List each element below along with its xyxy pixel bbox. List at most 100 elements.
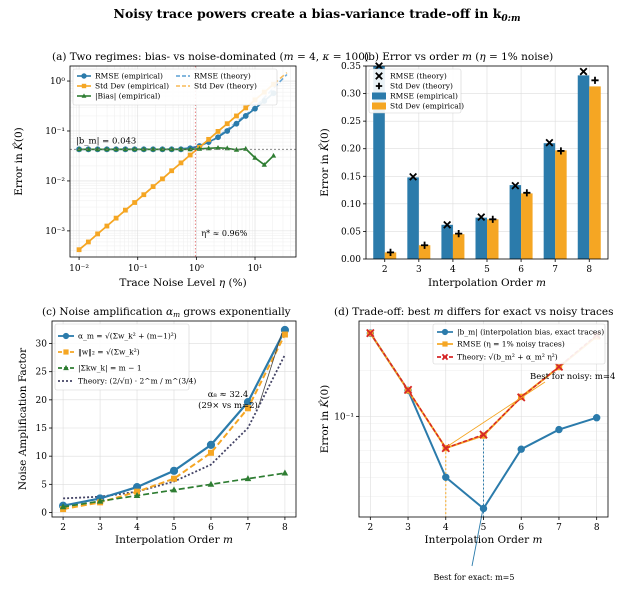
c-title-part: m bbox=[173, 310, 180, 319]
a-data-point bbox=[122, 207, 128, 213]
c-data-point bbox=[171, 475, 177, 482]
a-data-point bbox=[224, 121, 230, 127]
a-title-part: (a) Two regimes: bias- vs noise-dominate… bbox=[52, 51, 284, 63]
c-xlabel: Interpolation Order m bbox=[115, 534, 233, 546]
a-title-part: κ bbox=[321, 51, 329, 63]
b-legend-swatch bbox=[372, 102, 386, 110]
c-tick-label-y: 20 bbox=[36, 396, 48, 406]
b-bar-rmse bbox=[373, 66, 385, 259]
c-data-point bbox=[170, 486, 178, 493]
a-xlabel-part: Trace Noise Level bbox=[119, 277, 219, 289]
d-tick-label-x: 3 bbox=[405, 523, 411, 533]
c-data-point bbox=[134, 488, 141, 495]
a-data-point bbox=[215, 144, 221, 150]
b-bar-std bbox=[589, 86, 601, 259]
b-tick-label-y: 0.30 bbox=[341, 90, 361, 100]
b-tick-label-y: 0.25 bbox=[341, 117, 361, 127]
b-theory-rmse-marker bbox=[443, 220, 452, 229]
c-ylabel: Noise Amplification Factor bbox=[17, 347, 29, 490]
d-tick-label-x: 6 bbox=[518, 523, 524, 533]
panel-c: 0 5 10 15 20 25 30 2 3 4 5 6 7 8 α₈ ≈ 32.4(29× vs m=2)… bbox=[17, 306, 297, 546]
d-tick-label-x: 7 bbox=[556, 523, 562, 533]
c-tick-label-x: 3 bbox=[97, 523, 103, 533]
a-data-point bbox=[187, 146, 193, 152]
c-data-point bbox=[281, 469, 289, 476]
a-data-point bbox=[132, 200, 138, 205]
d-ylabel: Error in K̂(0) bbox=[318, 385, 331, 454]
d-theory-point bbox=[554, 362, 564, 371]
a-data-point bbox=[95, 231, 101, 237]
c-title-part: α bbox=[166, 306, 173, 318]
panel-b: 0.00 0.05 0.10 0.15 0.20 0.25 0.30 0.35 2 3 4 5 6 7 8 R… bbox=[318, 51, 609, 289]
a-tick-label-x: 10⁻¹ bbox=[128, 264, 148, 274]
a-data-point bbox=[215, 129, 221, 134]
d-tick-label-x: 4 bbox=[443, 523, 449, 533]
figure-suptitle: Noisy trace powers create a bias-varianc… bbox=[114, 6, 521, 24]
d-legend-label: RMSE (η = 1% noisy traces) bbox=[457, 340, 565, 349]
b-theory-std-marker bbox=[489, 215, 497, 223]
d-noisy-annotation: Best for noisy: m=4 bbox=[530, 372, 615, 382]
c-tick-label-y: 25 bbox=[36, 368, 48, 378]
b-tick-label-y: 0.05 bbox=[341, 227, 361, 237]
c-legend: α_m = √(Σw_k² + (m−1)²) ‖w‖₂ = √(Σw_k²) |Σ… bbox=[54, 323, 196, 391]
c-annotation-line2: (29× vs m=2) bbox=[198, 400, 258, 411]
a-tick-label-y: 10⁻² bbox=[45, 177, 65, 187]
d-legend-label: Theory: √(b_m² + α_m² η²) bbox=[457, 353, 558, 362]
b-legend-label: Std Dev (theory) bbox=[390, 82, 453, 91]
d-noisy-arrow bbox=[447, 381, 546, 447]
a-tick-label-y: 10⁻³ bbox=[45, 227, 65, 237]
b-theory-rmse-marker bbox=[477, 213, 486, 222]
b-tick-label-x: 3 bbox=[416, 265, 422, 275]
a-tick-label-x: 10¹ bbox=[247, 264, 262, 274]
a-data-point bbox=[215, 134, 221, 141]
d-legend: |b_m| (interpolation bias, exact traces)… bbox=[432, 323, 606, 365]
b-theory-std-marker bbox=[557, 147, 565, 155]
a-data-point bbox=[76, 146, 82, 152]
b-bar-rmse bbox=[475, 217, 487, 259]
b-bar-std bbox=[418, 245, 431, 259]
c-data-point bbox=[133, 491, 141, 498]
c-title-part: (c) Noise amplification bbox=[42, 306, 166, 318]
a-data-point bbox=[234, 113, 239, 119]
a-data-point bbox=[76, 247, 82, 253]
a-data-point bbox=[141, 146, 147, 152]
c-legend-marker bbox=[63, 364, 69, 371]
c-tick-label-x: 6 bbox=[208, 523, 214, 533]
d-bias-point bbox=[479, 504, 488, 513]
c-data-point bbox=[207, 449, 214, 456]
b-title-part: ( bbox=[472, 51, 479, 63]
a-plot-frame bbox=[69, 65, 297, 258]
c-data-point bbox=[281, 331, 288, 338]
a-ylabel-part: K̂ bbox=[12, 141, 25, 151]
c-data-point bbox=[244, 475, 252, 482]
b-xlabel-part: Interpolation Order bbox=[428, 277, 536, 289]
a-data-point bbox=[132, 146, 138, 152]
a-data-point bbox=[150, 184, 156, 190]
b-tick-label-y: 0.10 bbox=[341, 200, 361, 210]
a-legend-marker bbox=[81, 83, 87, 89]
a-data-point bbox=[178, 146, 184, 152]
a-legend-marker bbox=[81, 93, 87, 98]
a-data-point bbox=[224, 128, 231, 134]
c-legend-label: Theory: (2/√π) · 2^m / m^(3/4) bbox=[78, 377, 196, 386]
b-tick-label-y: 0.20 bbox=[341, 145, 361, 155]
b-ylabel-part: K̂ bbox=[318, 142, 331, 152]
b-tick-label-y: 0.35 bbox=[341, 62, 361, 72]
b-tick-label-x: 8 bbox=[586, 265, 592, 275]
a-title: (a) Two regimes: bias- vs noise-dominate… bbox=[52, 51, 369, 63]
a-tick-label-y: 10⁻¹ bbox=[45, 127, 65, 137]
d-bias-point bbox=[517, 445, 525, 453]
a-data-point bbox=[252, 105, 258, 112]
a-data-point bbox=[178, 160, 184, 166]
c-plot-frame bbox=[51, 320, 297, 518]
a-legend: RMSE (empirical)Std Dev (empirical)|Bias… bbox=[72, 68, 278, 106]
a-ylabel-part: Error in bbox=[13, 150, 25, 196]
d-title-part: (d) Trade-off: best bbox=[334, 306, 434, 318]
b-bar-std bbox=[452, 234, 465, 259]
a-tick-label-x: 10⁻² bbox=[69, 264, 89, 274]
b-bar-rmse bbox=[441, 224, 453, 259]
c-xlabel-part: m bbox=[223, 534, 233, 546]
b-title-part: m bbox=[462, 51, 472, 63]
d-title: (d) Trade-off: best m differs for exact … bbox=[334, 306, 614, 318]
c-legend-label: α_m = √(Σw_k² + (m−1)²) bbox=[78, 332, 177, 341]
